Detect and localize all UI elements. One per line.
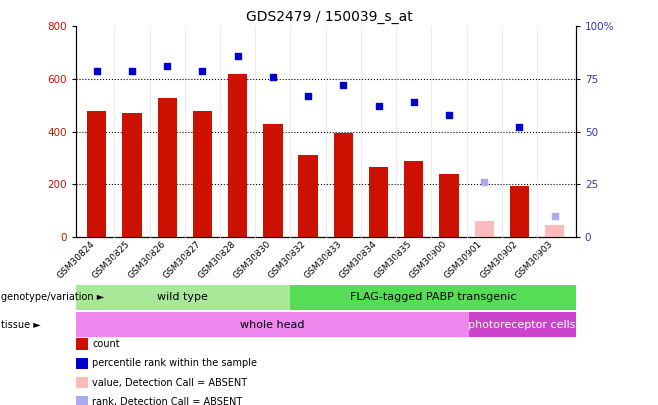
Bar (474, 221, 494, 237)
Bar (263, 124, 282, 237)
Bar (510, 185, 529, 237)
Point (409, 99, 419, 105)
Bar (228, 74, 247, 237)
Text: GSM30902: GSM30902 (478, 239, 519, 280)
Point (373, 103, 384, 110)
Bar (369, 167, 388, 237)
Bar (87, 111, 107, 237)
Text: GSM30830: GSM30830 (232, 239, 273, 280)
Bar (76, 285, 290, 310)
Point (479, 179, 490, 185)
Text: GSM30824: GSM30824 (56, 239, 97, 280)
Text: GSM30833: GSM30833 (302, 239, 343, 280)
Text: GSM30826: GSM30826 (126, 239, 167, 280)
Text: GSM30828: GSM30828 (197, 239, 238, 280)
Text: percentile rank within the sample: percentile rank within the sample (92, 358, 257, 368)
Text: FLAG-tagged PABP transgenic: FLAG-tagged PABP transgenic (349, 292, 516, 302)
Point (232, 53, 243, 59)
Bar (468, 312, 576, 337)
Point (303, 93, 313, 99)
Point (91, 67, 102, 74)
Text: whole head: whole head (240, 320, 305, 330)
Bar (193, 111, 212, 237)
Text: GSM30827: GSM30827 (161, 239, 203, 280)
Text: tissue ►: tissue ► (1, 320, 41, 330)
Text: GSM30834: GSM30834 (338, 239, 378, 280)
Text: GSM30900: GSM30900 (408, 239, 449, 280)
Point (268, 74, 278, 80)
Bar (334, 133, 353, 237)
Point (514, 124, 524, 131)
Point (338, 82, 349, 89)
Point (549, 213, 560, 219)
Text: genotype/variation ►: genotype/variation ► (1, 292, 105, 302)
Text: GSM30903: GSM30903 (513, 239, 555, 280)
Point (162, 63, 172, 70)
Text: wild type: wild type (157, 292, 209, 302)
Bar (299, 155, 318, 237)
Bar (545, 225, 565, 237)
Text: GSM30835: GSM30835 (372, 239, 414, 280)
Bar (76, 312, 468, 337)
Bar (404, 160, 424, 237)
Point (443, 111, 454, 118)
Bar (440, 174, 459, 237)
Text: count: count (92, 339, 120, 349)
Text: value, Detection Call = ABSENT: value, Detection Call = ABSENT (92, 378, 247, 388)
Text: photoreceptor cells: photoreceptor cells (468, 320, 576, 330)
Text: GDS2479 / 150039_s_at: GDS2479 / 150039_s_at (245, 10, 413, 24)
Point (127, 67, 138, 74)
Text: GSM30901: GSM30901 (443, 239, 484, 280)
Bar (290, 285, 576, 310)
Text: rank, Detection Call = ABSENT: rank, Detection Call = ABSENT (92, 397, 242, 405)
Bar (157, 98, 177, 237)
Bar (122, 113, 141, 237)
Text: GSM30832: GSM30832 (267, 239, 308, 280)
Point (197, 67, 208, 74)
Text: GSM30825: GSM30825 (91, 239, 132, 280)
